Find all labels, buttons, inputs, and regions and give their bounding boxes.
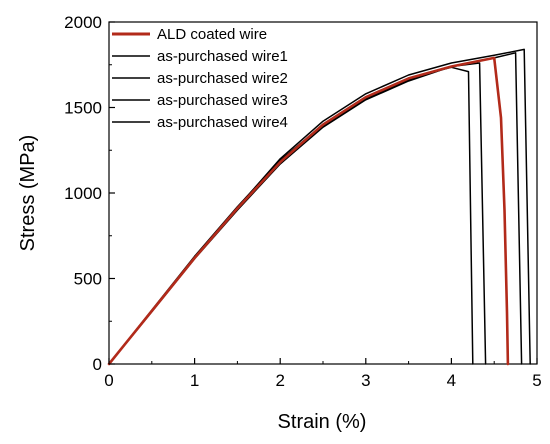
legend-label: as-purchased wire4 [157, 114, 288, 131]
y-axis-label: Stress (MPa) [17, 135, 39, 252]
series-line-1 [107, 56, 510, 366]
x-axis-label: Strain (%) [278, 411, 367, 433]
y-tick-label: 2000 [64, 13, 102, 32]
legend-label: as-purchased wire1 [157, 48, 288, 65]
x-tick-label: 1 [190, 371, 199, 390]
legend-label: as-purchased wire3 [157, 92, 288, 109]
x-tick-label: 0 [104, 371, 113, 390]
x-tick-label: 3 [361, 371, 370, 390]
x-tick-label: 2 [275, 371, 284, 390]
x-tick-label: 4 [447, 371, 456, 390]
series-line-2 [108, 66, 474, 365]
series-layer [107, 48, 531, 366]
axes-layer: 0 1 2 3 4 5 0 500 1000 1500 2000 [64, 13, 542, 390]
y-tick-label: 1500 [64, 99, 102, 118]
x-tick-label: 5 [532, 371, 541, 390]
y-tick-label: 1000 [64, 184, 102, 203]
legend: ALD coated wire as-purchased wire1 as-purc… [112, 26, 288, 131]
y-tick-label: 500 [74, 270, 102, 289]
legend-label: as-purchased wire2 [157, 70, 288, 87]
legend-label: ALD coated wire [157, 26, 267, 43]
y-tick-label: 0 [93, 355, 102, 374]
